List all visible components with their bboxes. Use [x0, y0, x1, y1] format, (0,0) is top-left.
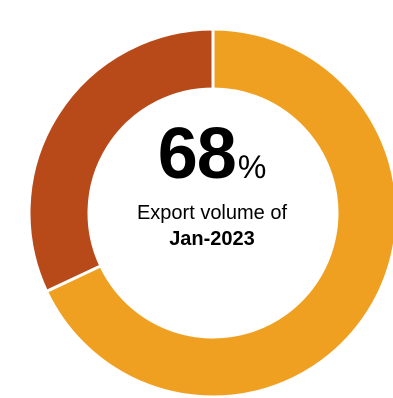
donut-slice-1	[44, 27, 393, 398]
center-value: 68	[157, 114, 237, 194]
center-caption: Export volume of	[136, 202, 288, 224]
center-label: 68% Export volume of Jan-2023	[112, 118, 312, 252]
donut-slice-2	[27, 27, 215, 294]
center-value-line: 68%	[112, 118, 312, 190]
center-unit: %	[237, 149, 267, 185]
center-caption-period: Jan-2023	[169, 228, 255, 250]
